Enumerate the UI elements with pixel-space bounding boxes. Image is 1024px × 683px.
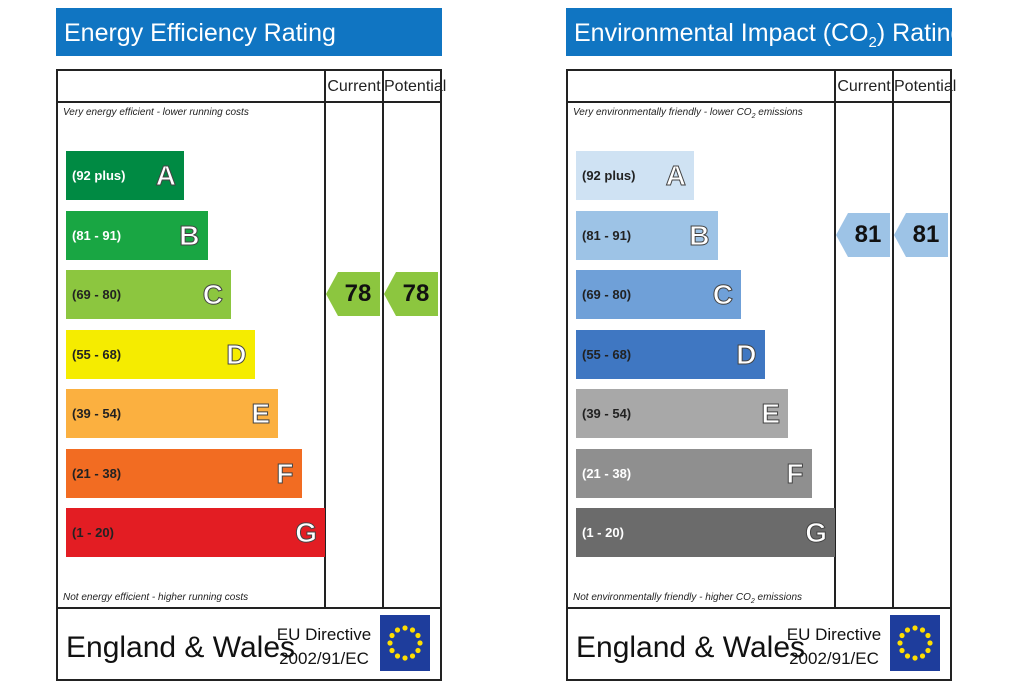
band-letter: D <box>226 338 247 370</box>
band-g: (1 - 20) G <box>576 508 835 557</box>
band-range-label: (21 - 38) <box>72 465 122 481</box>
current-rating-arrow: 78 <box>326 272 380 316</box>
potential-rating-value: 78 <box>402 280 430 307</box>
band-range-label: (81 - 91) <box>582 227 632 243</box>
current-column-header: Current <box>837 78 891 95</box>
band-c: (69 - 80) C <box>66 270 231 319</box>
band-letter: F <box>786 457 804 489</box>
bottom-note: Not environmentally friendly - higher CO… <box>573 592 803 605</box>
band-range-label: (81 - 91) <box>72 227 122 243</box>
current-rating-value: 81 <box>854 220 882 248</box>
band-range-label: (92 plus) <box>72 168 126 183</box>
band-d: (55 - 68) D <box>576 329 765 379</box>
band-f: (21 - 38) F <box>576 448 812 498</box>
band-letter: A <box>155 160 176 192</box>
band-range-label: (21 - 38) <box>582 465 632 481</box>
band-letter: E <box>761 398 781 430</box>
band-range-label: (39 - 54) <box>72 406 122 421</box>
band-b: (81 - 91) B <box>66 210 208 260</box>
current-rating-arrow: 81 <box>836 212 890 257</box>
band-range-label: (92 plus) <box>582 168 636 183</box>
band-letter: B <box>689 219 710 251</box>
band-a: (92 plus) A <box>66 151 184 200</box>
band-range-label: (1 - 20) <box>72 525 114 540</box>
top-note: Very energy efficient - lower running co… <box>63 107 249 118</box>
band-d: (55 - 68) D <box>66 329 255 379</box>
potential-rating-arrow: 81 <box>894 212 948 257</box>
bottom-note: Not energy efficient - higher running co… <box>63 592 249 603</box>
panel-title: Energy Efficiency Rating <box>56 8 442 56</box>
eu-directive: EU Directive 2002/91/EC <box>786 625 882 668</box>
band-letter: C <box>712 279 733 311</box>
band-range-label: (69 - 80) <box>72 287 122 302</box>
panel-title: Environmental Impact (CO2) Rating <box>566 8 964 56</box>
eu-directive: EU Directive 2002/91/EC <box>276 625 372 668</box>
band-range-label: (69 - 80) <box>582 287 632 302</box>
top-note: Very environmentally friendly - lower CO… <box>573 107 803 120</box>
country-label: England & Wales <box>66 631 296 664</box>
current-rating-value: 78 <box>344 280 372 307</box>
band-letter: G <box>805 517 828 549</box>
band-letter: G <box>295 517 318 549</box>
band-e: (39 - 54) E <box>66 389 278 438</box>
country-label: England & Wales <box>576 631 806 664</box>
band-range-label: (39 - 54) <box>582 406 632 421</box>
band-letter: C <box>202 279 223 311</box>
current-column-header: Current <box>327 78 381 95</box>
band-letter: B <box>179 219 200 251</box>
potential-rating-value: 81 <box>912 220 940 248</box>
band-e: (39 - 54) E <box>576 389 788 438</box>
band-b: (81 - 91) B <box>576 210 718 260</box>
band-c: (69 - 80) C <box>576 270 741 319</box>
eu-flag-icon <box>890 615 940 671</box>
band-g: (1 - 20) G <box>66 508 325 557</box>
band-letter: D <box>736 338 757 370</box>
potential-column-header: Potential <box>894 78 957 95</box>
potential-rating-arrow: 78 <box>384 272 438 316</box>
eu-flag-icon <box>380 615 430 671</box>
energy-efficiency-panel: Energy Efficiency Rating Current Potenti… <box>56 0 447 683</box>
band-letter: E <box>251 398 271 430</box>
band-letter: A <box>665 160 686 192</box>
band-range-label: (1 - 20) <box>582 525 624 540</box>
potential-column-header: Potential <box>384 78 447 95</box>
band-a: (92 plus) A <box>576 151 694 200</box>
band-f: (21 - 38) F <box>66 448 302 498</box>
environmental-impact-panel: Environmental Impact (CO2) Rating Curren… <box>566 0 964 683</box>
band-letter: F <box>276 457 294 489</box>
rating-frame: Current Potential Very environmentally f… <box>566 69 957 681</box>
band-range-label: (55 - 68) <box>72 346 122 362</box>
rating-frame: Current Potential Very energy efficient … <box>56 69 447 681</box>
band-range-label: (55 - 68) <box>582 346 632 362</box>
